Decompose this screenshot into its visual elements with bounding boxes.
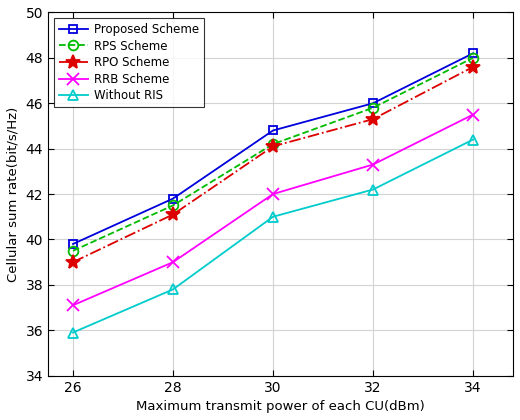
- Without RIS: [270, 214, 276, 219]
- RPS Scheme: [170, 203, 176, 208]
- RPO Scheme: [370, 117, 376, 122]
- RPS Scheme: [270, 142, 276, 147]
- Line: RPO Scheme: RPO Scheme: [66, 60, 480, 269]
- RPS Scheme: [470, 55, 476, 60]
- Line: Proposed Scheme: Proposed Scheme: [69, 49, 477, 248]
- Legend: Proposed Scheme, RPS Scheme, RPO Scheme, RRB Scheme, Without RIS: Proposed Scheme, RPS Scheme, RPO Scheme,…: [54, 18, 204, 107]
- Line: RRB Scheme: RRB Scheme: [68, 109, 478, 311]
- RPO Scheme: [270, 144, 276, 149]
- Proposed Scheme: [270, 128, 276, 133]
- Proposed Scheme: [170, 196, 176, 201]
- Proposed Scheme: [370, 101, 376, 106]
- RPO Scheme: [170, 212, 176, 217]
- Without RIS: [70, 330, 76, 335]
- Line: RPS Scheme: RPS Scheme: [68, 53, 478, 256]
- RRB Scheme: [270, 192, 276, 197]
- RRB Scheme: [170, 260, 176, 265]
- Without RIS: [170, 287, 176, 292]
- RPS Scheme: [370, 105, 376, 110]
- RRB Scheme: [70, 303, 76, 308]
- RRB Scheme: [470, 112, 476, 117]
- Line: Without RIS: Without RIS: [68, 135, 478, 337]
- Y-axis label: Cellular sum rate(bit/s/Hz): Cellular sum rate(bit/s/Hz): [7, 106, 20, 282]
- Without RIS: [470, 137, 476, 142]
- RRB Scheme: [370, 162, 376, 167]
- RPO Scheme: [470, 64, 476, 69]
- RPO Scheme: [70, 260, 76, 265]
- Proposed Scheme: [470, 51, 476, 56]
- RPS Scheme: [70, 248, 76, 253]
- Without RIS: [370, 187, 376, 192]
- Proposed Scheme: [70, 241, 76, 247]
- X-axis label: Maximum transmit power of each CU(dBm): Maximum transmit power of each CU(dBm): [136, 400, 425, 413]
